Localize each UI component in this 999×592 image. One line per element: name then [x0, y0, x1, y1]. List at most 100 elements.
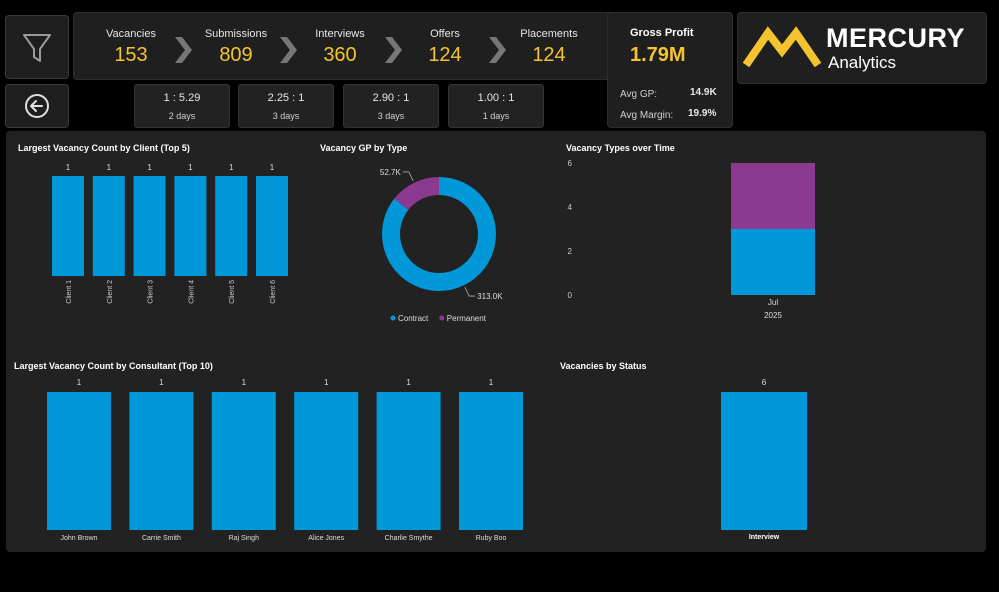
chevron-right-icon: [385, 37, 402, 63]
data-label: 1: [242, 378, 247, 387]
kpi-value: 809: [219, 44, 253, 66]
ratio-value: 2.25 : 1: [267, 92, 305, 104]
tick-label: 0: [568, 291, 573, 300]
filter-button[interactable]: [5, 15, 69, 79]
ratio-box-3[interactable]: 2.90 : 1 3 days: [343, 84, 439, 128]
bar: [129, 392, 194, 530]
tick-label: 4: [568, 203, 573, 212]
data-label: 313.0K: [477, 292, 503, 301]
avg-margin-label: Avg Margin:: [620, 110, 674, 121]
ratio-days: 1 days: [482, 111, 510, 121]
ratio-days: 3 days: [272, 111, 300, 121]
legend-label: Contract: [398, 314, 429, 323]
legend-marker: [439, 315, 445, 321]
ratio-days: 2 days: [168, 111, 196, 121]
stacked-bar-segment: [731, 229, 815, 295]
gross-profit-card: Gross Profit 1.79M Avg GP: 14.9K Avg Mar…: [607, 12, 733, 128]
mercury-logo-icon: [742, 26, 822, 68]
kpi-label: Vacancies: [106, 28, 156, 40]
avg-gp-value: 14.9K: [690, 87, 717, 98]
avg-gp-label: Avg GP:: [620, 89, 658, 100]
chevron-right-icon: [280, 37, 297, 63]
bar: [294, 392, 359, 530]
donut-slice: [382, 177, 496, 291]
kpi-label: Placements: [520, 28, 578, 40]
tick-label: John Brown: [61, 535, 98, 542]
tick-label: Client 5: [229, 280, 236, 304]
tick-label: Carrie Smith: [142, 535, 181, 542]
stacked-bar-segment: [731, 163, 815, 229]
logo-sub: Analytics: [828, 53, 897, 72]
bar: [47, 392, 111, 530]
ratio-days: 3 days: [377, 111, 405, 121]
bar: [52, 176, 84, 276]
bar: [215, 176, 248, 276]
filter-icon: [23, 34, 51, 62]
kpi-vacancies[interactable]: Vacancies 153: [86, 13, 176, 67]
tick-label: Client 3: [148, 280, 155, 304]
kpi-interviews[interactable]: Interviews 360: [295, 13, 385, 67]
kpi-submissions[interactable]: Submissions 809: [191, 13, 281, 67]
data-label: 1: [270, 163, 275, 172]
tick-label: Client 2: [107, 280, 114, 304]
bar: [92, 176, 125, 276]
ratio-value: 2.90 : 1: [372, 92, 410, 104]
data-label: 52.7K: [380, 168, 402, 177]
bar: [376, 392, 441, 530]
chart-title-gp-type: Vacancy GP by Type: [320, 143, 408, 153]
tick-label: 6: [568, 159, 573, 168]
tick-label: Jul: [768, 298, 778, 307]
data-label: 6: [762, 378, 767, 387]
data-label: 1: [107, 163, 112, 172]
tick-label: Client 1: [66, 280, 73, 304]
data-label: 1: [159, 378, 164, 387]
chevron-right-icon: [489, 37, 506, 63]
vacancy-types-time-chart: 0 2 4 6 Jul 2025: [568, 159, 815, 320]
tick-label: Client 6: [270, 280, 277, 304]
kpi-value: 124: [532, 44, 566, 66]
ratio-box-1[interactable]: 1 : 5.29 2 days: [134, 84, 230, 128]
gross-profit-value: 1.79M: [630, 44, 686, 66]
kpi-value: 124: [428, 44, 462, 66]
ratio-value: 1 : 5.29: [163, 92, 201, 104]
back-arrow-icon: [25, 94, 49, 118]
bar: [211, 392, 276, 530]
tick-label: 2025: [764, 311, 782, 320]
data-label: 1: [188, 163, 193, 172]
donut-slice: [394, 177, 440, 211]
leader-line: [402, 171, 414, 182]
tick-label: Raj Singh: [229, 535, 259, 542]
legend-label: Permanent: [447, 314, 487, 323]
vacancies-status-chart: 6 Interview: [721, 378, 807, 541]
ratio-value: 1.00 : 1: [477, 92, 515, 104]
data-label: 1: [489, 378, 494, 387]
data-label: 1: [77, 378, 82, 387]
kpi-offers[interactable]: Offers 124: [400, 13, 490, 67]
gross-profit-title: Gross Profit: [630, 27, 694, 39]
ratio-box-4[interactable]: 1.00 : 1 1 days: [448, 84, 544, 128]
tick-label: Ruby Boo: [476, 535, 507, 542]
chevron-right-icon: [175, 37, 192, 63]
data-label: 1: [229, 163, 234, 172]
logo-brand: MERCURY: [826, 23, 966, 53]
tick-label: Interview: [749, 534, 780, 541]
bar: [133, 176, 166, 276]
avg-margin-value: 19.9%: [688, 108, 717, 119]
bar: [256, 176, 288, 276]
consultant-vacancy-chart: 1 John Brown 1 Carrie Smith 1 Raj Singh 1 Alice…: [47, 378, 523, 542]
tick-label: Charlie Smythe: [385, 535, 433, 542]
chart-title-consultant: Largest Vacancy Count by Consultant (Top…: [14, 361, 213, 371]
data-label: 1: [324, 378, 329, 387]
bar: [459, 392, 523, 530]
data-label: 1: [406, 378, 411, 387]
logo-panel: MERCURY Analytics: [737, 12, 987, 84]
data-label: 1: [66, 163, 71, 172]
kpi-placements[interactable]: Placements 124: [504, 13, 594, 67]
bar: [721, 392, 807, 530]
ratio-box-2[interactable]: 2.25 : 1 3 days: [238, 84, 334, 128]
tick-label: Client 4: [188, 280, 195, 304]
back-button[interactable]: [5, 84, 69, 128]
tick-label: 2: [568, 247, 573, 256]
chart-title-types-time: Vacancy Types over Time: [566, 143, 675, 153]
kpi-label: Submissions: [204, 28, 268, 40]
